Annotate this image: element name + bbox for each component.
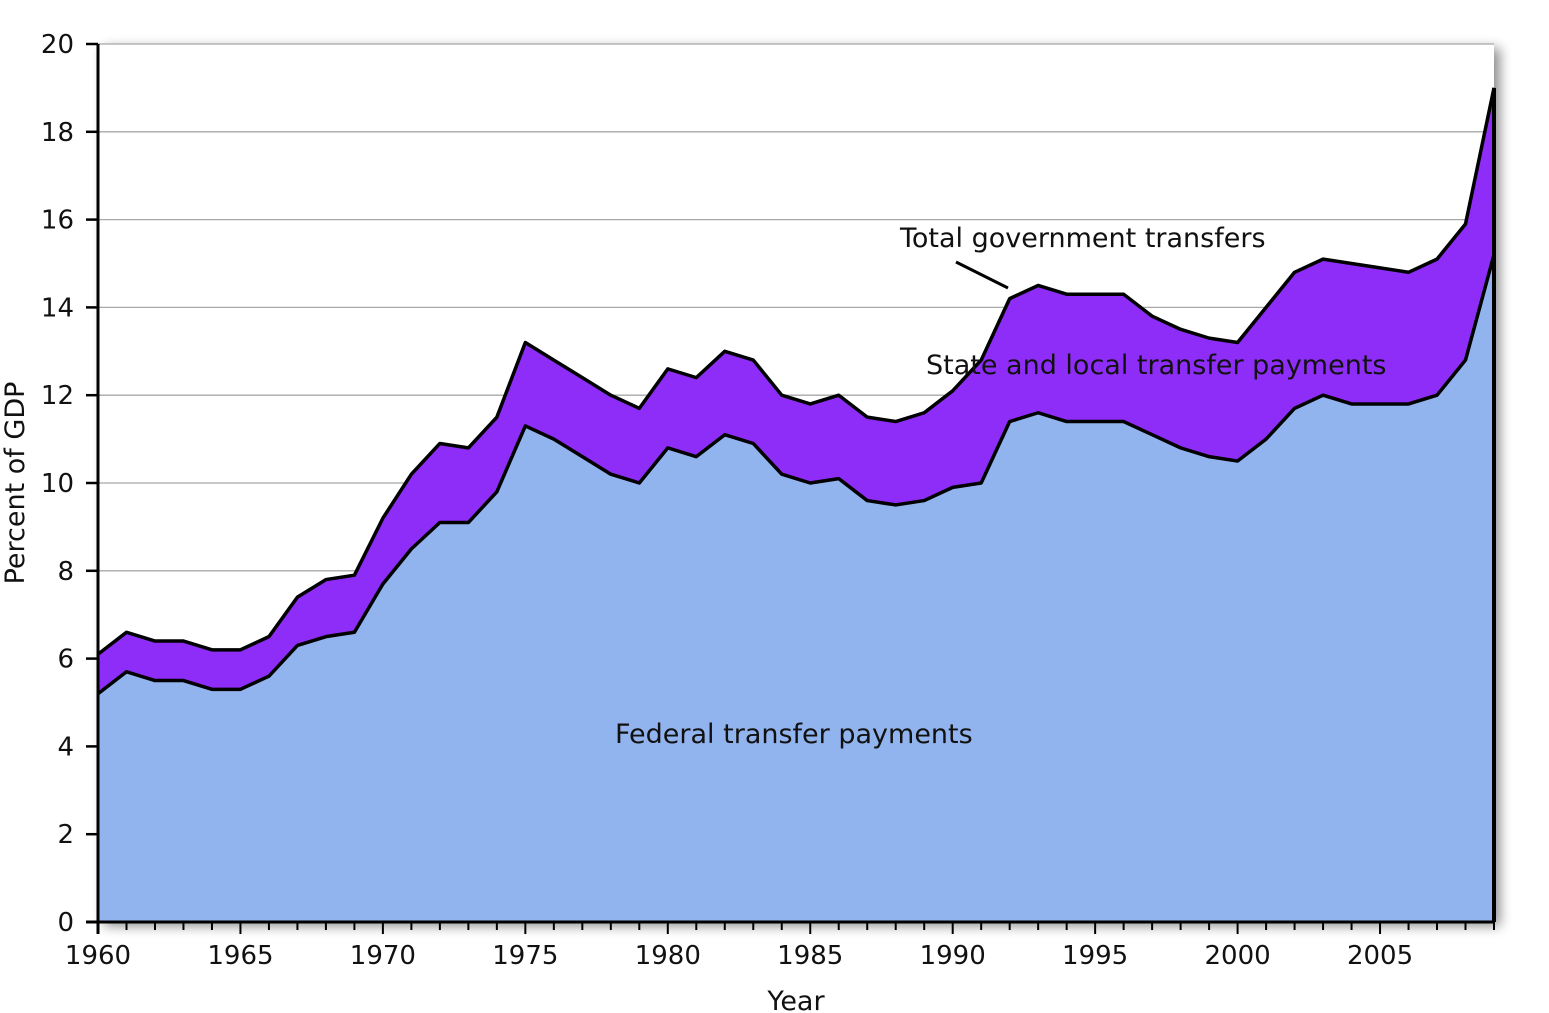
x-tick-label-1980: 1980	[635, 941, 701, 971]
x-tick-label-1990: 1990	[920, 941, 986, 971]
x-tick-label-2000: 2000	[1205, 941, 1271, 971]
axes	[86, 42, 1495, 934]
y-tick-label-20: 20	[41, 30, 74, 60]
y-tick-label-6: 6	[57, 645, 74, 675]
y-tick-label-12: 12	[41, 381, 74, 411]
x-tick-label-1975: 1975	[492, 941, 558, 971]
area-state-local	[98, 87, 1494, 694]
total-transfers-pointer	[955, 260, 1009, 290]
y-tick-label-16: 16	[41, 206, 74, 236]
y-tick-label-10: 10	[41, 469, 74, 499]
x-tick-label-1960: 1960	[65, 941, 131, 971]
federal-label: Federal transfer payments	[615, 719, 973, 750]
y-tick-label-2: 2	[57, 820, 74, 850]
state-local-label: State and local transfer payments	[926, 350, 1386, 381]
area-series	[96, 87, 1496, 923]
x-axis-title: Year	[766, 986, 825, 1013]
tick-labels: 0 2 4 6 8 10 12 14 16 18 20 1960 1965 1970 1975 1980 198…	[41, 30, 1413, 971]
x-tick-label-1965: 1965	[207, 941, 273, 971]
x-tick-label-1995: 1995	[1062, 941, 1128, 971]
x-tick-label-1970: 1970	[350, 941, 416, 971]
y-tick-label-18: 18	[41, 118, 74, 148]
x-tick-label-2005: 2005	[1347, 941, 1413, 971]
line-total-transfers	[96, 87, 1496, 656]
total-transfers-label: Total government transfers	[899, 223, 1266, 254]
y-axis-title: Percent of GDP	[0, 382, 31, 585]
y-tick-label-4: 4	[57, 732, 74, 762]
x-tick-label-1985: 1985	[777, 941, 843, 971]
y-tick-label-8: 8	[57, 557, 74, 587]
y-tick-label-0: 0	[57, 908, 74, 938]
y-tick-label-14: 14	[41, 293, 74, 323]
area-federal	[98, 254, 1494, 923]
line-federal-transfers	[96, 254, 1496, 696]
